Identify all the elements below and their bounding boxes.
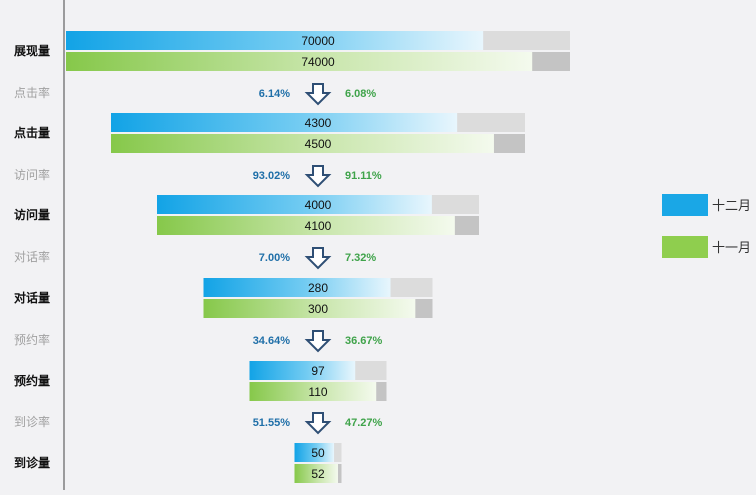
legend: 十二月 十一月 — [662, 194, 751, 258]
bar-december — [66, 31, 484, 50]
category-label: 对话量 — [14, 290, 50, 305]
bar-value-label: 4100 — [305, 219, 332, 233]
rate-value-november: 91.11% — [345, 170, 382, 182]
bar-value-label: 52 — [311, 467, 325, 481]
rate-value-november: 7.32% — [345, 252, 376, 264]
down-arrow-icon — [304, 165, 332, 188]
funnel-layer: 展现量 70000 74000 点击率 6.14% 6.08% 点击量 4300 4500 访问率… — [14, 31, 570, 483]
bar-value-label: 4000 — [305, 198, 332, 212]
rate-label: 点击率 — [14, 85, 50, 100]
rate-label: 预约率 — [14, 332, 50, 347]
legend-swatch-november — [662, 236, 708, 258]
bar-november — [157, 216, 455, 235]
rate-label: 对话率 — [14, 249, 50, 264]
legend-swatch-december — [662, 194, 708, 216]
down-arrow-icon — [304, 412, 332, 435]
category-label: 展现量 — [14, 44, 50, 58]
bar-december — [111, 113, 458, 132]
rate-value-december: 7.00% — [259, 252, 290, 264]
rate-value-december: 51.55% — [253, 417, 291, 429]
rate-label: 访问率 — [14, 167, 50, 182]
bar-december — [157, 195, 432, 214]
bar-december — [294, 443, 335, 462]
bar-value-label: 4500 — [305, 137, 332, 151]
down-arrow-icon — [304, 330, 332, 353]
rate-value-november: 47.27% — [345, 417, 383, 429]
bar-november — [111, 134, 494, 153]
category-label: 预约量 — [14, 373, 50, 388]
bar-november — [66, 52, 533, 71]
bar-value-label: 300 — [308, 302, 328, 316]
rate-value-november: 36.67% — [345, 335, 383, 347]
bar-value-label: 50 — [311, 446, 325, 460]
rate-value-december: 93.02% — [253, 170, 291, 182]
legend-label-november: 十一月 — [712, 240, 751, 255]
rate-label: 到诊率 — [14, 414, 50, 429]
bar-value-label: 4300 — [305, 116, 332, 130]
bar-value-label: 74000 — [301, 55, 335, 69]
bar-december — [203, 278, 391, 297]
down-arrow-icon — [304, 83, 332, 106]
category-label: 点击量 — [14, 125, 50, 140]
bar-november — [203, 299, 416, 318]
bar-value-label: 97 — [311, 364, 325, 378]
bar-value-label: 70000 — [301, 34, 335, 48]
legend-label-december: 十二月 — [712, 198, 751, 213]
rate-value-december: 34.64% — [253, 335, 291, 347]
bar-value-label: 110 — [308, 385, 327, 399]
bar-november — [249, 382, 377, 401]
bar-november — [294, 464, 338, 483]
category-label: 访问量 — [14, 207, 50, 222]
down-arrow-icon — [304, 247, 332, 270]
bar-december — [249, 361, 356, 380]
rate-value-november: 6.08% — [345, 88, 376, 100]
bar-value-label: 280 — [308, 281, 328, 295]
rate-value-december: 6.14% — [259, 88, 290, 100]
category-label: 到诊量 — [14, 455, 50, 470]
